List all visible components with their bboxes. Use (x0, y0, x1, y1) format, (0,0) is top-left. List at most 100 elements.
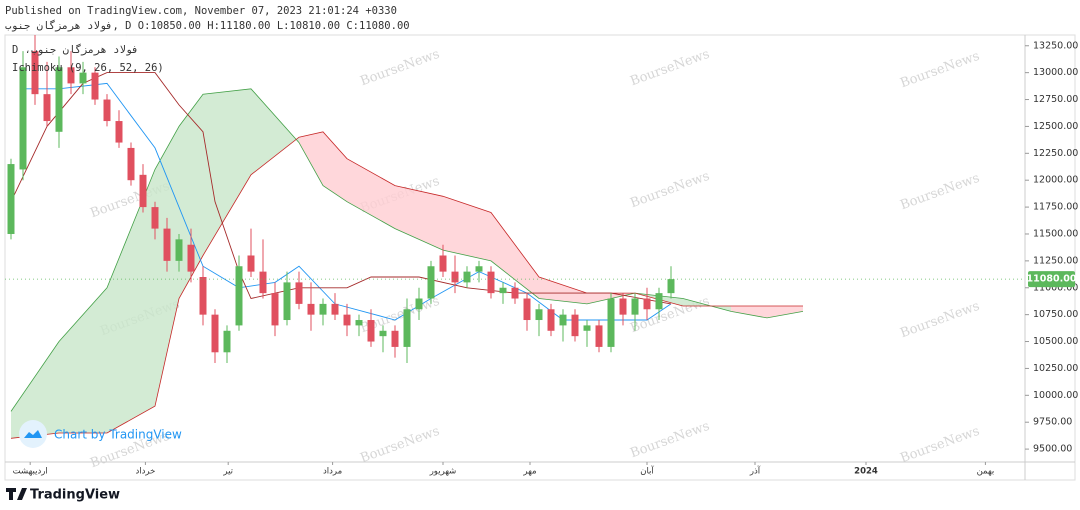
candle-body (79, 72, 87, 84)
x-tick-label: اردیبهشت (13, 467, 48, 477)
x-tick-label: شهریور (429, 467, 457, 477)
last-price-label: 11080.00 (1027, 274, 1077, 285)
candle-body (331, 303, 339, 315)
candle-body (547, 309, 555, 331)
cloud-fill (539, 277, 587, 304)
axes: 9500.00 9750.00 10000.00 10250.00 10500.00 10… (5, 40, 1078, 477)
candle-body (415, 298, 423, 310)
candle-body (451, 271, 459, 283)
watermark: BourseNews (898, 49, 981, 92)
cloud-fill (347, 158, 395, 229)
candle-body (499, 287, 507, 294)
candle-body (463, 271, 471, 283)
cloud-fill (767, 306, 803, 318)
candle-body (355, 320, 363, 326)
published-line: Published on TradingView.com, November 0… (5, 5, 397, 17)
candle-body (283, 282, 291, 321)
watermark: BourseNews (628, 47, 711, 90)
candle-body (31, 51, 39, 95)
legend-symbol: D ،فولاد هرمزگان جنوب (12, 43, 138, 56)
candle-body (391, 330, 399, 347)
cloud-fill (731, 306, 767, 318)
candle-body (235, 266, 243, 326)
watermark: BourseNews (358, 47, 441, 90)
span-a-line (10, 88, 804, 412)
y-tick-label: 12250.00 (1033, 148, 1078, 159)
y-tick-label: 13000.00 (1033, 67, 1078, 78)
x-tick-label: بهمن (977, 467, 995, 477)
y-tick-label: 12500.00 (1033, 121, 1078, 132)
candle-body (19, 67, 27, 170)
cloud-fill (11, 341, 59, 439)
x-tick-label: آذر (749, 465, 761, 477)
x-tick-label: مرداد (323, 467, 342, 477)
cloud-fill (395, 185, 443, 251)
y-tick-label: 13250.00 (1033, 40, 1078, 51)
x-tick-label: مهر (522, 467, 536, 477)
candle-body (607, 298, 615, 347)
candle-body (487, 271, 495, 294)
y-tick-label: 10250.00 (1033, 363, 1078, 374)
cloud-fill (323, 131, 347, 202)
candle-body (619, 298, 627, 315)
candle-body (535, 309, 543, 321)
candles (7, 35, 675, 364)
candle-body (187, 244, 195, 272)
watermark: BourseNews (898, 299, 981, 342)
candle-body (295, 282, 303, 304)
brand: TradingView (6, 488, 120, 503)
candle-body (655, 293, 663, 310)
badge-text[interactable]: Chart by TradingView (54, 428, 182, 442)
last-price-box (1028, 271, 1075, 288)
candle-body (127, 147, 135, 181)
brand-logo (6, 488, 27, 500)
y-tick-label: 9500.00 (1033, 444, 1072, 455)
badge-icon (19, 420, 47, 448)
candle-body (55, 67, 63, 132)
candle-body (667, 279, 675, 294)
cloud-fill (107, 169, 155, 433)
candle-body (307, 303, 315, 315)
watermark: BourseNews (628, 169, 711, 212)
tradingview-badge[interactable]: Chart by TradingView (19, 420, 182, 448)
candle-body (259, 271, 267, 294)
candle-body (7, 164, 15, 234)
candle-body (175, 239, 183, 261)
y-tick-label: 11250.00 (1033, 255, 1078, 266)
candle-body (367, 320, 375, 342)
cloud-fill (491, 212, 539, 299)
watermark: BourseNews (898, 424, 981, 467)
x-tick-label: خرداد (135, 467, 155, 477)
legend-indicator: Ichimoku (9, 26, 52, 26) (12, 62, 164, 74)
candle-body (151, 207, 159, 229)
span-b-line (10, 131, 803, 439)
symbol-line: فولاد هرمزگان جنوب, D O:10850.00 H:11180… (5, 19, 410, 32)
candle-body (211, 314, 219, 353)
candle-body (115, 121, 123, 143)
candle-body (91, 72, 99, 100)
candle-body (199, 277, 207, 315)
candle-body (511, 287, 519, 299)
badge-glyph (24, 430, 42, 438)
chart-frame (4, 34, 1076, 481)
candle-body (163, 228, 171, 261)
candle-body (403, 309, 411, 347)
y-tick-label: 11500.00 (1033, 228, 1078, 239)
y-tick-label: 12000.00 (1033, 175, 1078, 186)
x-tick-label: تیر (222, 467, 233, 477)
y-tick-label: 11750.00 (1033, 202, 1078, 213)
cloud-fill (251, 88, 299, 175)
candle-body (631, 298, 639, 315)
candle-body (559, 314, 567, 326)
candle-body (643, 298, 651, 310)
candle-body (427, 266, 435, 299)
candle-body (247, 255, 255, 272)
candle-body (139, 174, 147, 208)
candle-body (571, 314, 579, 337)
cloud-fill (299, 131, 323, 186)
brand-text: TradingView (30, 488, 120, 503)
watermark: BourseNews (898, 171, 981, 214)
candle-body (475, 266, 483, 272)
candle-body (439, 255, 447, 272)
candle-body (523, 298, 531, 321)
